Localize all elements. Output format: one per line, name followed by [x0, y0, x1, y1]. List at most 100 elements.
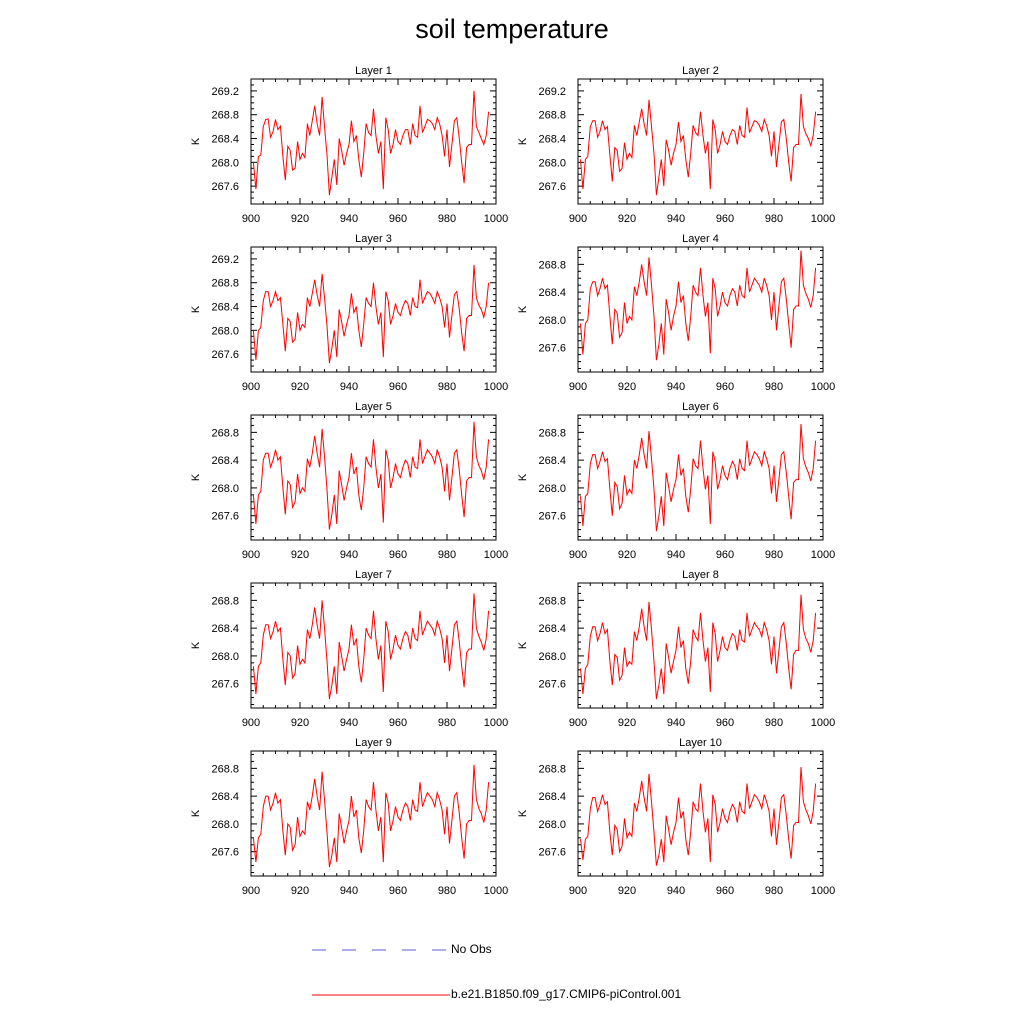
y-tick-label: 268.8 — [538, 259, 566, 271]
y-tick-label: 268.8 — [538, 427, 566, 439]
x-tick-label: 980 — [765, 381, 783, 393]
series-line — [580, 93, 817, 196]
y-axis-label: K — [517, 137, 529, 145]
x-tick-label: 940 — [667, 717, 685, 729]
x-tick-label: 960 — [389, 549, 407, 561]
x-tick-label: 920 — [291, 549, 309, 561]
x-tick-label: 980 — [765, 213, 783, 225]
x-tick-label: 900 — [242, 885, 260, 897]
x-tick-label: 920 — [291, 213, 309, 225]
y-tick-label: 267.6 — [538, 679, 566, 691]
x-tick-label: 960 — [716, 885, 734, 897]
series-line — [580, 423, 817, 532]
x-tick-label: 920 — [618, 717, 636, 729]
x-tick-label: 980 — [765, 549, 783, 561]
x-tick-label: 980 — [438, 885, 456, 897]
y-tick-label: 267.6 — [211, 181, 239, 193]
series-line — [252, 593, 490, 700]
y-tick-label: 268.0 — [211, 325, 239, 337]
x-tick-label: 900 — [569, 213, 587, 225]
y-tick-label: 268.0 — [211, 483, 239, 495]
x-tick-label: 980 — [438, 549, 456, 561]
y-tick-label: 268.0 — [211, 651, 239, 663]
x-tick-label: 1000 — [484, 549, 508, 561]
y-axis-label: K — [517, 641, 529, 649]
y-tick-label: 268.4 — [211, 302, 239, 314]
x-tick-label: 1000 — [811, 717, 835, 729]
x-tick-label: 920 — [618, 381, 636, 393]
y-tick-label: 267.6 — [211, 679, 239, 691]
y-tick-label: 268.0 — [538, 651, 566, 663]
x-tick-label: 1000 — [484, 885, 508, 897]
y-tick-label: 268.0 — [211, 819, 239, 831]
x-tick-label: 920 — [291, 381, 309, 393]
x-tick-label: 900 — [569, 549, 587, 561]
series-line — [580, 594, 817, 700]
y-tick-label: 267.6 — [538, 181, 566, 193]
x-tick-label: 1000 — [484, 213, 508, 225]
y-tick-label: 268.4 — [211, 134, 239, 146]
y-tick-label: 267.6 — [211, 511, 239, 523]
y-tick-label: 268.4 — [211, 623, 239, 635]
x-tick-label: 1000 — [811, 549, 835, 561]
x-tick-label: 940 — [340, 549, 358, 561]
y-tick-label: 268.4 — [538, 134, 566, 146]
panel-layer-1: Layer 1 K 900 920 940 960 980 1000 267.6 268.0 268… — [190, 65, 508, 225]
legend-obs-label: No Obs — [451, 942, 492, 956]
chart-title: soil temperature — [415, 14, 609, 44]
panel-title: Layer 9 — [355, 737, 392, 749]
panel-title: Layer 8 — [682, 569, 719, 581]
x-tick-label: 980 — [438, 213, 456, 225]
x-tick-label: 920 — [618, 885, 636, 897]
x-tick-label: 940 — [340, 381, 358, 393]
panel-layer-8: Layer 8 K 900 920 940 960 980 1000 267.6 268.0 268… — [517, 569, 835, 729]
panel-layer-6: Layer 6 K 900 920 940 960 980 1000 267.6 268.0 268… — [517, 401, 835, 561]
x-tick-label: 900 — [242, 213, 260, 225]
y-tick-label: 268.8 — [211, 278, 239, 290]
y-tick-label: 268.8 — [538, 763, 566, 775]
x-tick-label: 980 — [765, 885, 783, 897]
x-tick-label: 960 — [389, 885, 407, 897]
panel-title: Layer 1 — [355, 65, 392, 77]
y-tick-label: 268.8 — [538, 110, 566, 122]
y-axis-label: K — [190, 809, 202, 817]
panel-title: Layer 5 — [355, 401, 392, 413]
series-line — [252, 90, 490, 196]
panel-title: Layer 7 — [355, 569, 392, 581]
x-tick-label: 960 — [389, 717, 407, 729]
x-tick-label: 920 — [291, 717, 309, 729]
series-line — [580, 766, 817, 866]
x-tick-label: 900 — [569, 717, 587, 729]
x-tick-label: 960 — [716, 213, 734, 225]
x-tick-label: 1000 — [811, 381, 835, 393]
y-tick-label: 268.0 — [538, 315, 566, 327]
y-tick-label: 268.4 — [211, 455, 239, 467]
panel-layer-5: Layer 5 K 900 920 940 960 980 1000 267.6 268.0 268… — [190, 401, 508, 561]
y-tick-label: 267.6 — [211, 349, 239, 361]
x-tick-label: 940 — [340, 717, 358, 729]
panel-title: Layer 3 — [355, 233, 392, 245]
y-tick-label: 268.0 — [211, 157, 239, 169]
y-tick-label: 268.4 — [538, 623, 566, 635]
x-tick-label: 960 — [716, 717, 734, 729]
y-tick-label: 267.6 — [538, 343, 566, 355]
panel-title: Layer 6 — [682, 401, 719, 413]
x-tick-label: 900 — [569, 885, 587, 897]
series-line — [580, 250, 817, 361]
panel-title: Layer 10 — [679, 737, 722, 749]
x-tick-label: 940 — [667, 885, 685, 897]
y-tick-label: 269.2 — [211, 254, 239, 266]
y-axis-label: K — [190, 137, 202, 145]
series-line — [252, 421, 490, 530]
y-tick-label: 268.8 — [211, 595, 239, 607]
x-tick-label: 960 — [389, 381, 407, 393]
panel-layer-4: Layer 4 K 900 920 940 960 980 1000 267.6 268.0 268… — [517, 233, 835, 393]
y-tick-label: 267.6 — [538, 511, 566, 523]
series-line — [252, 764, 490, 868]
y-axis-label: K — [517, 473, 529, 481]
y-tick-label: 268.8 — [211, 763, 239, 775]
x-tick-label: 920 — [291, 885, 309, 897]
x-tick-label: 980 — [438, 381, 456, 393]
panel-layer-10: Layer 10 K 900 920 940 960 980 1000 267.6 268.0 26… — [517, 737, 835, 897]
